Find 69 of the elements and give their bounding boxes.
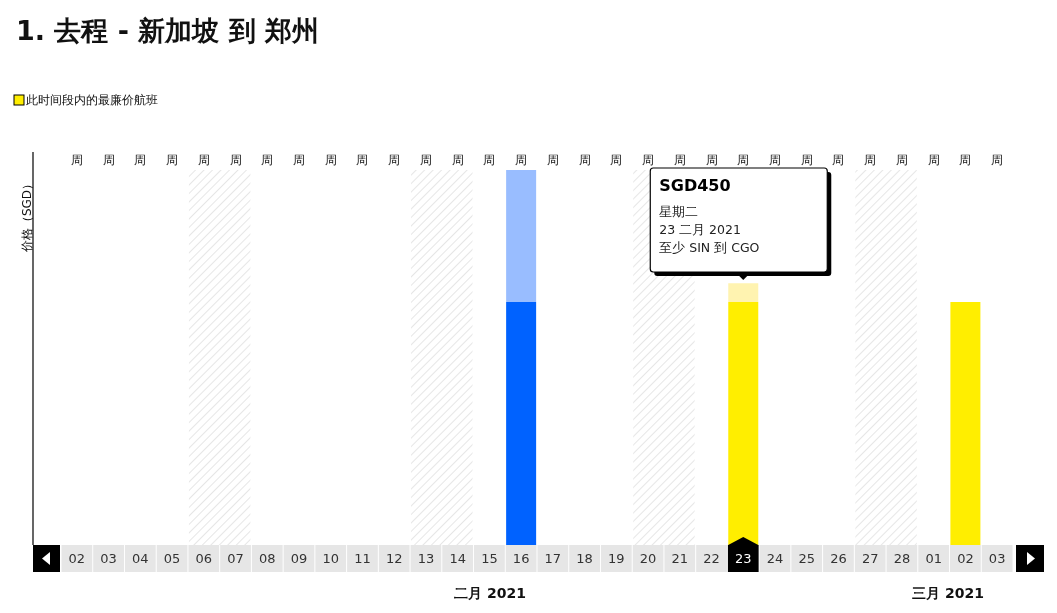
text: 周 [197,153,210,167]
x-tick-label: 15 [481,551,498,566]
x-tick-label: 03 [988,551,1006,566]
text: 周 [419,153,432,167]
text: 周 [483,153,496,167]
y-axis-title: 价格（SGD） [20,177,34,254]
text: 周 [864,153,877,167]
x-tick-label: 04 [132,551,149,566]
x-tick-label: 03 [100,551,117,566]
annotation: 星期二 [659,204,699,219]
text: 周 [70,153,83,167]
text: 周 [293,153,305,167]
text: 周 [229,153,242,167]
text: 周 [578,153,591,167]
text: 周 [515,153,528,167]
x-tick-label: 28 [893,551,911,566]
text: 周 [959,153,972,167]
text: 周 [895,153,908,167]
x-tick-label: 14 [449,551,466,566]
text: 周 [800,153,813,167]
text: 周 [356,153,369,167]
x-tick-label: 26 [830,551,847,566]
text: 周 [737,153,750,167]
chart-title: 1. 去程 - 新加坡 到 郑州 [16,15,320,46]
text: 周 [261,153,274,167]
text: 周 [546,153,559,167]
text: 周 [705,153,718,167]
annotation: SGD450 [659,176,731,195]
text: 周 [832,153,845,167]
text: 周 [102,153,115,167]
x-tick-label: 09 [290,551,308,566]
text: 三月 2021 [912,585,984,601]
x-tick-label: 01 [925,551,942,566]
x-tick-label: 17 [544,551,562,566]
text: 周 [134,153,147,167]
x-tick-label: 24 [766,551,784,566]
text: 周 [451,153,464,167]
x-tick-label: 19 [608,551,625,566]
x-tick-label: 08 [258,551,276,566]
annotation: 至少 SIN 到 CGO [659,240,760,255]
text: 周 [388,153,401,167]
annotation: 23 二月 2021 [659,222,741,237]
text: 周 [927,153,940,167]
x-tick-label: 20 [639,551,657,566]
text: 周 [642,153,655,167]
text: 周 [769,153,781,167]
x-tick-label: 25 [798,551,816,566]
text: 周 [166,153,179,167]
x-tick-label: 02 [957,551,974,566]
text: 周 [673,153,686,167]
x-tick-label: 05 [163,551,181,566]
x-tick-label: 02 [68,551,86,566]
x-tick-label: 18 [576,551,593,566]
x-tick-label: 21 [671,551,689,566]
x-tick-label: 16 [512,551,530,566]
x-tick-label: 06 [195,551,213,566]
text: 周 [991,153,1004,167]
legend-label: 此时间段内的最廉价航班 [26,93,158,107]
x-tick-label: 10 [322,551,340,566]
x-tick-label: 13 [417,551,435,566]
x-tick-label: 07 [227,551,244,566]
text: 周 [610,153,623,167]
x-tick-label: 22 [703,551,720,566]
text: 周 [324,153,337,167]
x-tick-label: 27 [861,551,879,566]
x-tick-label: 11 [354,551,371,566]
text: 二月 2021 [454,585,526,601]
x-tick-label: 12 [385,551,403,566]
x-tick-label: 23 [734,551,752,566]
